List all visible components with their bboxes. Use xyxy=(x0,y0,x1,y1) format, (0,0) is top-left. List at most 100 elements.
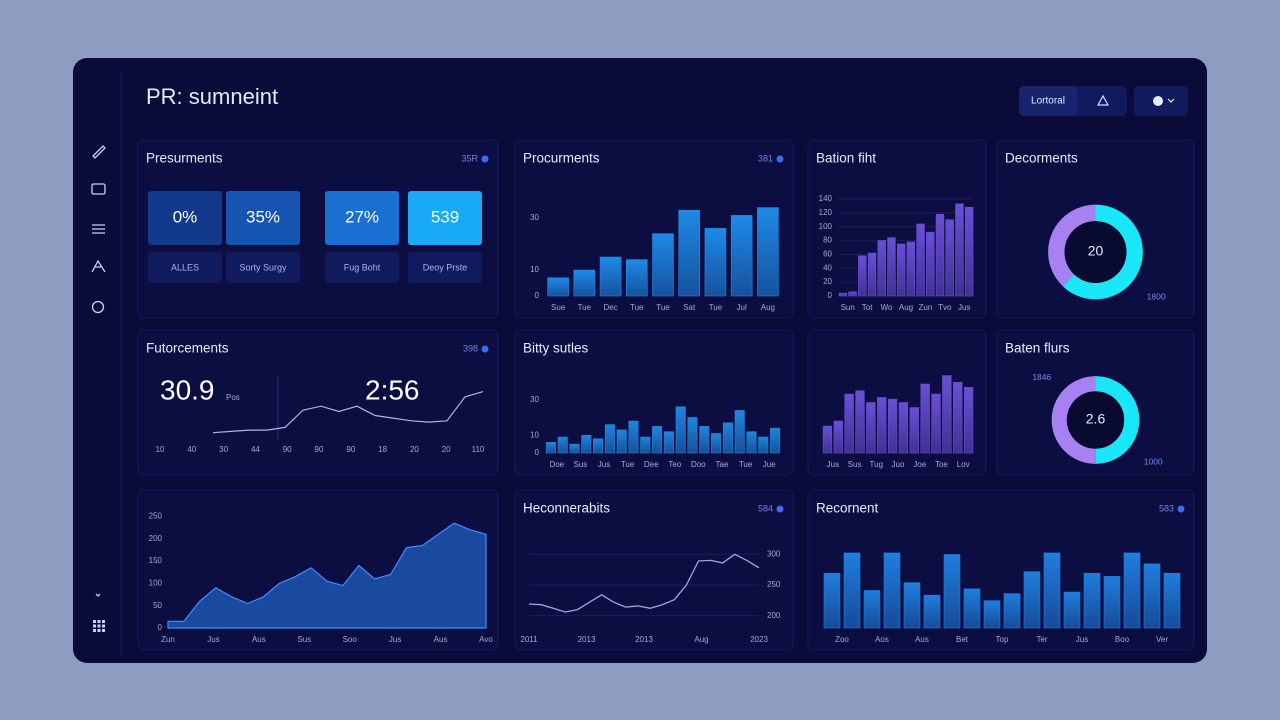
bar xyxy=(730,215,753,297)
x-tick-label: Jus xyxy=(827,460,839,469)
x-tick-label: Tue xyxy=(578,303,592,312)
page-title: PR: sumneint xyxy=(146,84,278,109)
kpi-label: Sorty Surgy xyxy=(239,262,287,272)
bar xyxy=(640,436,651,454)
bar xyxy=(557,436,568,454)
settings-icon[interactable] xyxy=(91,300,105,314)
bar xyxy=(593,438,604,454)
badge-dot xyxy=(481,155,489,163)
list-icon[interactable] xyxy=(92,224,105,234)
kpi-value: 539 xyxy=(431,207,459,226)
bar xyxy=(1043,552,1061,629)
y-tick-label: 100 xyxy=(819,222,833,231)
bar xyxy=(722,422,733,454)
kpi-label-box xyxy=(325,252,399,283)
collapse-icon[interactable] xyxy=(95,593,101,597)
alert-button[interactable] xyxy=(1096,94,1110,106)
bar xyxy=(1123,552,1141,629)
bar xyxy=(867,252,877,297)
edit-icon[interactable] xyxy=(92,145,106,159)
x-tick-label: Ter xyxy=(1036,635,1047,644)
y-tick-label: 200 xyxy=(149,534,163,543)
x-tick-label: 2011 xyxy=(520,635,538,644)
y-tick-label: 100 xyxy=(149,578,163,587)
x-tick-label: 2023 xyxy=(750,635,768,644)
bar xyxy=(963,387,974,454)
bar xyxy=(833,420,843,454)
bar xyxy=(822,425,833,454)
kpi-tile xyxy=(226,191,300,245)
bar xyxy=(945,219,954,297)
bar xyxy=(983,600,1001,629)
bar xyxy=(955,203,964,297)
x-tick-label: 40 xyxy=(187,445,196,454)
panel: Jus Sus Tug Juo Joe Toe Lov xyxy=(807,329,987,476)
y-tick-label: 150 xyxy=(149,556,163,565)
panel-title: Recornent xyxy=(816,501,879,516)
kpi-label: Deoy Prste xyxy=(423,262,468,272)
x-tick-label: 90 xyxy=(315,445,324,454)
stat-number: 30.9 xyxy=(160,374,215,405)
x-tick-label: Jus xyxy=(389,635,401,644)
x-tick-label: Zun xyxy=(161,635,175,644)
y-tick-label: 60 xyxy=(823,250,832,259)
y-tick-label: 40 xyxy=(823,263,832,272)
dropdown-chevron[interactable] xyxy=(1167,98,1175,103)
bar xyxy=(877,397,887,454)
donut-hole xyxy=(1064,221,1127,283)
x-tick-label: Soo xyxy=(343,635,358,644)
users-icon[interactable] xyxy=(91,259,106,273)
x-tick-label: 18 xyxy=(378,445,387,454)
panel: Baten flurs 2.6 1846 1000 xyxy=(996,329,1195,476)
kpi-tile xyxy=(148,191,222,245)
x-tick-label: 44 xyxy=(251,445,260,454)
panel: Futorcements 398 30.9 Pos 2:56 10 40 30 44 90 90 90… xyxy=(137,329,499,476)
panel-badge: 583 xyxy=(1159,503,1174,513)
x-tick-label: Zoo xyxy=(835,635,849,644)
bar xyxy=(896,243,906,297)
bar xyxy=(699,426,710,454)
panel-title: Futorcements xyxy=(146,341,229,356)
y-tick-label: 250 xyxy=(149,512,163,521)
bar xyxy=(604,424,615,454)
x-tick-label: Tue xyxy=(621,460,635,469)
y-tick-label: 120 xyxy=(819,208,833,217)
x-tick-label: Aug xyxy=(694,635,708,644)
x-tick-label: Wo xyxy=(881,303,893,312)
folder-icon[interactable] xyxy=(91,183,106,195)
kpi-label-box xyxy=(408,252,482,283)
x-tick-label: 10 xyxy=(156,445,165,454)
bar xyxy=(547,277,569,297)
x-tick-label: Juo xyxy=(892,460,905,469)
x-tick-label: Boo xyxy=(1115,635,1130,644)
panel: Presurments 35R 0% ALLES 35% Sorty Surgy 27% Fu… xyxy=(137,139,499,319)
donut-segment xyxy=(1051,376,1140,464)
avatar[interactable] xyxy=(1153,96,1163,106)
kpi-label: ALLES xyxy=(171,262,199,272)
panel-badge: 584 xyxy=(758,503,773,513)
panel-title: Presurments xyxy=(146,151,223,166)
x-tick-label: Top xyxy=(996,635,1009,644)
bar xyxy=(923,594,941,629)
bar xyxy=(569,443,580,454)
kpi-tile xyxy=(408,191,482,245)
badge-dot xyxy=(481,345,489,353)
bar xyxy=(581,434,592,454)
kpi-value: 35% xyxy=(246,207,280,226)
panel: Recornent 583 Zoo Aos Aus Bet Top Ter Jus Boo Ver xyxy=(807,489,1195,651)
bar xyxy=(943,554,961,629)
x-tick-label: Doo xyxy=(691,460,706,469)
bar xyxy=(920,383,930,454)
x-tick-label: Sus xyxy=(574,460,588,469)
toolbar-button-label[interactable]: Lortoral xyxy=(1031,96,1065,107)
bar xyxy=(652,233,674,297)
line xyxy=(212,391,484,434)
bar xyxy=(916,223,925,297)
apps-icon[interactable] xyxy=(93,620,105,632)
x-tick-label: Sun xyxy=(841,303,855,312)
toolbar-button[interactable] xyxy=(1019,86,1077,116)
bar xyxy=(963,588,981,629)
x-tick-label: Tug xyxy=(870,460,884,469)
bar xyxy=(687,417,698,454)
